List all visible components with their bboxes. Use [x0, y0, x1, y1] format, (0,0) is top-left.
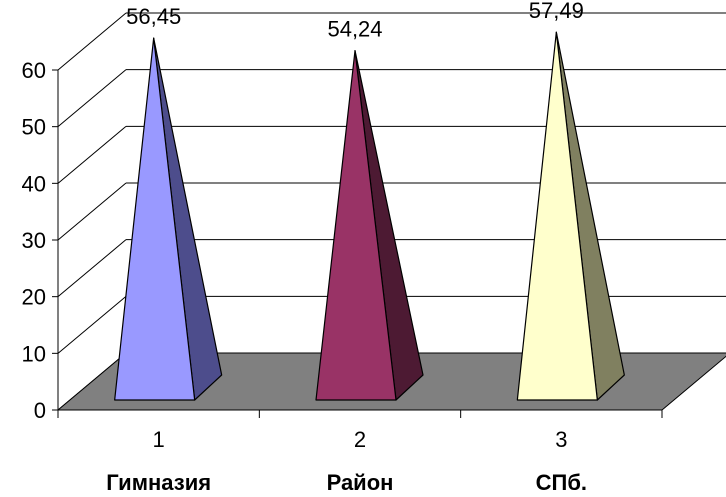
gridline-side	[57, 239, 127, 298]
pyramid-bars	[114, 31, 625, 401]
pyramid-bar	[114, 37, 196, 401]
data-label: 57,49	[529, 0, 584, 23]
y-tick-label: 10	[22, 341, 46, 366]
data-label: 54,24	[327, 17, 382, 42]
y-tick-label: 50	[22, 115, 46, 140]
group-label: Гимназия	[106, 470, 211, 495]
group-label: Район	[327, 470, 394, 495]
x-axis: 1 2 3	[57, 409, 663, 452]
y-tick-label: 40	[22, 171, 46, 196]
pyramid-bar	[516, 31, 598, 401]
y-tick-label: 60	[22, 58, 46, 83]
gridlines	[57, 12, 726, 411]
gridline-side	[57, 125, 127, 184]
y-tick-label: 30	[22, 228, 46, 253]
y-tick-label: 0	[34, 398, 46, 423]
data-labels: 56,45 54,24 57,49	[126, 0, 584, 42]
gridline-side	[57, 295, 127, 354]
data-label: 56,45	[126, 4, 181, 29]
y-tick-label: 20	[22, 285, 46, 310]
gridline-side	[57, 12, 127, 71]
x-category-label: 3	[555, 427, 567, 452]
x-category-label: 2	[354, 427, 366, 452]
pyramid-bar	[315, 50, 397, 401]
group-labels: Гимназия Район СПб.	[106, 470, 587, 495]
gridline-side	[57, 69, 127, 128]
gridline-side	[57, 182, 127, 241]
x-category-label: 1	[153, 427, 165, 452]
group-label: СПб.	[536, 470, 587, 495]
y-axis: 0 10 20 30 40 50 60	[22, 58, 59, 423]
